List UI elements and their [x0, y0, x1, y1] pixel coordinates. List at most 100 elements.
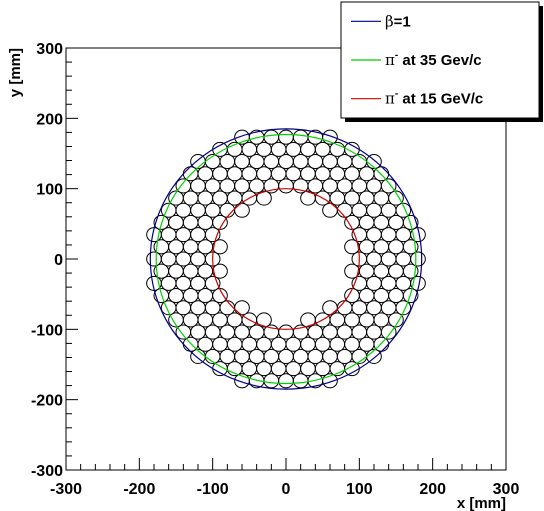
tile: [197, 239, 214, 255]
tile: [160, 227, 177, 243]
tile: [270, 141, 287, 157]
legend-label-2: π- at 15 GeV/c: [385, 89, 483, 108]
y-axis-ticks: -300 -200 -100 0 100 200 300: [31, 41, 78, 480]
tile: [336, 348, 353, 364]
tile: [373, 288, 390, 304]
tile: [182, 263, 199, 279]
tile: [204, 324, 221, 340]
tile: [256, 141, 272, 157]
tile: [278, 129, 294, 145]
tile: [190, 275, 206, 291]
tile: [380, 227, 397, 243]
tile: [204, 178, 221, 194]
legend: β=1 π- at 35 Gev/c π- at 15 GeV/c: [340, 1, 543, 122]
tile: [373, 312, 390, 328]
tile: [204, 227, 221, 243]
x-tick-label: -200: [123, 481, 155, 498]
y-axis-label: y [mm]: [7, 48, 24, 97]
tile: [366, 251, 382, 267]
y-tick-label: 200: [36, 111, 63, 128]
tile: [212, 190, 228, 206]
tile: [182, 239, 199, 255]
tile: [322, 202, 338, 218]
legend-label-0: β=1: [385, 12, 411, 30]
tile: [388, 312, 404, 328]
tile: [182, 312, 199, 328]
tile: [234, 324, 250, 340]
tile: [366, 227, 382, 243]
tile: [336, 178, 353, 194]
tile: [248, 178, 265, 194]
tile: [168, 263, 184, 279]
tile: [395, 251, 412, 267]
tile: [168, 288, 184, 304]
tile: [146, 251, 162, 267]
tile: [358, 312, 375, 328]
tile: [395, 227, 412, 243]
tile: [204, 202, 221, 218]
tile: [373, 214, 390, 230]
tile: [256, 336, 272, 352]
tile: [234, 154, 250, 170]
tile: [300, 361, 316, 377]
tile: [307, 154, 324, 170]
tile: [190, 202, 206, 218]
tile: [168, 214, 184, 230]
tile: [197, 190, 214, 206]
tile: [366, 300, 382, 316]
tile: [388, 263, 404, 279]
tile: [351, 178, 368, 194]
tile: [256, 312, 272, 328]
tile: [175, 202, 192, 218]
tile: [190, 251, 206, 267]
tile: [322, 178, 338, 194]
tile: [292, 154, 309, 170]
tile: [307, 348, 324, 364]
tile: [212, 312, 228, 328]
tile: [226, 166, 243, 182]
tile: [270, 361, 287, 377]
y-tick-label: -300: [31, 463, 63, 480]
tile: [241, 141, 258, 157]
tile: [366, 275, 382, 291]
tile: [212, 263, 228, 279]
tile: [380, 275, 397, 291]
tile: [358, 336, 375, 352]
tile: [234, 348, 250, 364]
tile: [204, 300, 221, 316]
tile: [182, 214, 199, 230]
x-axis-label: x [mm]: [457, 495, 506, 511]
tile: [336, 154, 353, 170]
tile: [358, 190, 375, 206]
tile: [241, 166, 258, 182]
tile: [351, 300, 368, 316]
tile: [358, 239, 375, 255]
y-tick-label: 0: [54, 252, 63, 269]
tile: [190, 227, 206, 243]
tile: [197, 214, 214, 230]
tile: [329, 190, 346, 206]
tile: [366, 324, 382, 340]
tile: [270, 336, 287, 352]
tile: [160, 251, 177, 267]
ring-curve-1: [155, 133, 417, 385]
tile: [388, 214, 404, 230]
tile: [219, 154, 236, 170]
x-tick-label: -100: [197, 481, 229, 498]
tile-array: [146, 129, 426, 389]
tile: [278, 348, 294, 364]
tile: [197, 288, 214, 304]
tile: [314, 166, 331, 182]
tile: [388, 239, 404, 255]
tile: [388, 190, 404, 206]
tile: [212, 166, 228, 182]
tile: [292, 373, 309, 389]
tile: [248, 348, 265, 364]
tile: [212, 336, 228, 352]
tile: [395, 275, 412, 291]
tile: [329, 312, 346, 328]
tile: [373, 239, 390, 255]
tile: [366, 178, 382, 194]
tile: [336, 324, 353, 340]
